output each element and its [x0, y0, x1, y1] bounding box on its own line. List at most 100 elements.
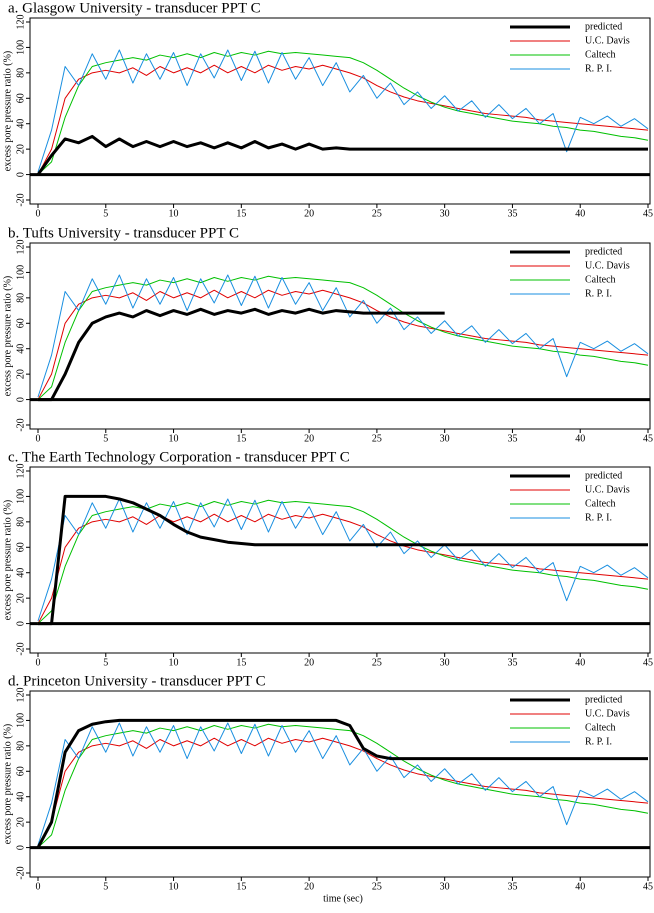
panel-title: b. Tufts University - transducer PPT C [8, 225, 239, 241]
plot-frame [29, 17, 651, 205]
y-axis-label: excess pore pressure ratio (%) [2, 500, 13, 621]
y-tick-label: 80 [15, 293, 26, 303]
y-tick-label: 20 [15, 593, 26, 603]
y-tick-label: 120 [15, 464, 26, 479]
series-line [37, 275, 649, 400]
legend-label: U.C. Davis [585, 708, 630, 719]
x-tick-label: 5 [103, 881, 108, 892]
y-tick-label: 80 [15, 517, 26, 527]
legend-label: predicted [585, 470, 622, 481]
x-tick-label: 5 [103, 657, 108, 668]
x-tick-label: 45 [643, 433, 653, 444]
series-line [37, 737, 649, 848]
legend-label: predicted [585, 694, 622, 705]
y-tick-label: 80 [15, 68, 26, 78]
y-axis-label: excess pore pressure ratio (%) [2, 51, 13, 172]
series-line [37, 499, 649, 624]
x-tick-label: 35 [507, 433, 517, 444]
y-axis-label: excess pore pressure ratio (%) [2, 724, 13, 845]
x-tick-label: 30 [440, 657, 450, 668]
x-tick-label: 40 [575, 881, 585, 892]
x-tick-label: 25 [372, 208, 382, 219]
legend-label: U.C. Davis [585, 35, 630, 46]
y-tick-label: 100 [15, 40, 26, 55]
x-tick-label: 40 [575, 657, 585, 668]
x-tick-label: 30 [440, 208, 450, 219]
legend-label: R. P. I. [585, 288, 612, 299]
legend-label: Caltech [585, 722, 616, 733]
y-tick-label: 100 [15, 489, 26, 504]
legend-label: U.C. Davis [585, 484, 630, 495]
y-tick-label: 120 [15, 15, 26, 30]
x-tick-label: 5 [103, 433, 108, 444]
series-line [37, 289, 649, 400]
y-tick-label: 0 [15, 621, 26, 626]
series-line [37, 513, 649, 624]
y-tick-label: 60 [15, 93, 26, 103]
x-tick-label: 20 [304, 657, 314, 668]
x-tick-label: 10 [169, 657, 179, 668]
y-tick-label: 80 [15, 741, 26, 751]
series-line [37, 498, 649, 622]
x-tick-label: 10 [169, 433, 179, 444]
series-line [36, 134, 648, 176]
x-tick-label: 35 [507, 208, 517, 219]
y-tick-label: 0 [15, 845, 26, 850]
plot-frame [29, 466, 651, 654]
y-tick-label: 40 [15, 568, 26, 578]
y-tick-label: 60 [15, 318, 26, 328]
x-tick-label: 45 [643, 657, 653, 668]
x-tick-label: 15 [236, 433, 246, 444]
series-line [37, 722, 649, 846]
y-tick-label: 100 [15, 713, 26, 728]
x-tick-label: 0 [36, 208, 41, 219]
x-tick-label: 0 [36, 657, 41, 668]
y-tick-label: 0 [15, 172, 26, 177]
y-tick-label: 120 [15, 688, 26, 703]
legend-label: Caltech [585, 274, 616, 285]
series-line [37, 49, 649, 173]
y-tick-label: -20 [15, 866, 26, 879]
y-tick-label: -20 [15, 418, 26, 431]
x-tick-label: 0 [36, 433, 41, 444]
y-tick-label: 60 [15, 542, 26, 552]
legend-label: U.C. Davis [585, 260, 630, 271]
plot-frame [29, 690, 651, 878]
plot-frame [29, 242, 651, 430]
x-axis-label: time (sec) [323, 893, 363, 904]
series-line [38, 307, 445, 402]
x-tick-label: 25 [372, 433, 382, 444]
series-line [37, 64, 649, 175]
y-tick-label: 120 [15, 240, 26, 255]
x-tick-label: 30 [440, 881, 450, 892]
x-tick-label: 45 [643, 208, 653, 219]
x-tick-label: 10 [169, 208, 179, 219]
legend-label: predicted [585, 21, 622, 32]
x-tick-label: 35 [507, 881, 517, 892]
y-tick-label: 40 [15, 344, 26, 354]
legend-label: R. P. I. [585, 63, 612, 74]
x-tick-label: 5 [103, 208, 108, 219]
y-axis-label: excess pore pressure ratio (%) [2, 276, 13, 397]
series-line [36, 718, 648, 849]
legend-label: R. P. I. [585, 512, 612, 523]
panel-title: d. Princeton University - transducer PPT… [8, 673, 266, 689]
x-tick-label: 25 [372, 881, 382, 892]
y-tick-label: 20 [15, 144, 26, 154]
x-tick-label: 35 [507, 657, 517, 668]
y-tick-label: 40 [15, 119, 26, 129]
panel-title: c. The Earth Technology Corporation - tr… [8, 449, 350, 465]
x-tick-label: 10 [169, 881, 179, 892]
x-tick-label: 15 [236, 657, 246, 668]
panel-title: a. Glasgow University - transducer PPT C [8, 0, 261, 16]
x-tick-label: 40 [575, 208, 585, 219]
x-tick-label: 20 [304, 433, 314, 444]
series-line [37, 274, 649, 398]
y-tick-label: 100 [15, 265, 26, 280]
y-tick-label: -20 [15, 193, 26, 206]
y-tick-label: 0 [15, 397, 26, 402]
legend-label: Caltech [585, 498, 616, 509]
x-tick-label: 20 [304, 881, 314, 892]
y-tick-label: 40 [15, 792, 26, 802]
series-line [37, 723, 649, 848]
